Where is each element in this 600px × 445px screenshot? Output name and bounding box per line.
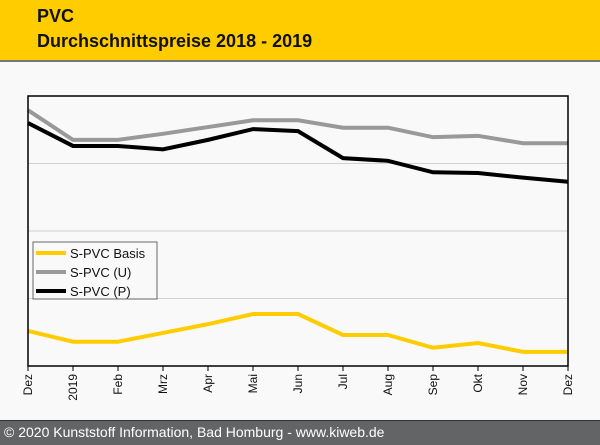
x-axis: Dez 2019 Feb Mrz Apr Mai Jun Jul Aug Sep Okt Nov Dez	[21, 366, 575, 401]
x-tick-label: Nov	[516, 374, 530, 395]
series-line-s-pvc-p	[27, 121, 569, 184]
chart-title: PVC	[37, 6, 75, 26]
x-tick-label: Jul	[336, 374, 350, 389]
chart-header: PVC Durchschnittspreise 2018 - 2019	[0, 0, 600, 62]
series-line-s-pvc-basis	[27, 312, 568, 354]
x-tick-label: Mai	[246, 374, 260, 393]
x-tick-label: Dez	[21, 374, 35, 395]
x-tick-label: Dez	[561, 374, 575, 395]
x-tick-label: Okt	[471, 373, 485, 392]
series-lines	[26, 108, 569, 354]
legend-label: S-PVC (P)	[70, 284, 131, 299]
x-tick-label: Jun	[291, 374, 305, 393]
series-line-s-pvc-u	[26, 108, 568, 146]
x-tick-label: Sep	[426, 374, 440, 396]
x-tick-label: Mrz	[156, 374, 170, 394]
legend-label: S-PVC (U)	[70, 265, 131, 280]
x-tick-label: Aug	[381, 374, 395, 395]
chart-subtitle: Durchschnittspreise 2018 - 2019	[37, 31, 313, 51]
x-tick-label: Feb	[111, 374, 125, 395]
legend: S-PVC Basis S-PVC (U) S-PVC (P)	[32, 241, 158, 300]
copyright-text: © 2020 Kunststoff Information, Bad Hombu…	[4, 424, 385, 440]
legend-label: S-PVC Basis	[70, 246, 146, 261]
x-tick-label: 2019	[66, 374, 80, 401]
x-tick-label: Apr	[201, 374, 215, 393]
footer: © 2020 Kunststoff Information, Bad Hombu…	[0, 420, 600, 445]
